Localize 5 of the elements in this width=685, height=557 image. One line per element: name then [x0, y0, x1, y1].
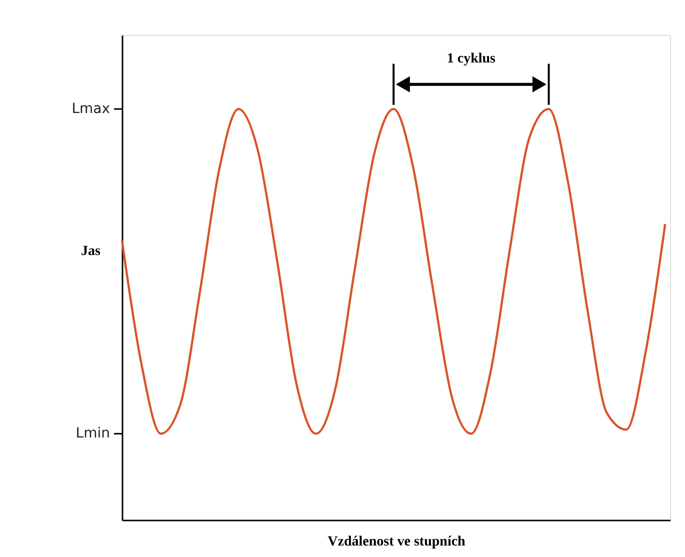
text: Lmin [76, 426, 110, 442]
text: Lmax [72, 100, 110, 117]
text: 1 cyklus [446, 51, 496, 66]
y-axis-title: Jas [81, 244, 102, 259]
x-axis-title: Vzdálenost ve stupních [328, 534, 466, 550]
